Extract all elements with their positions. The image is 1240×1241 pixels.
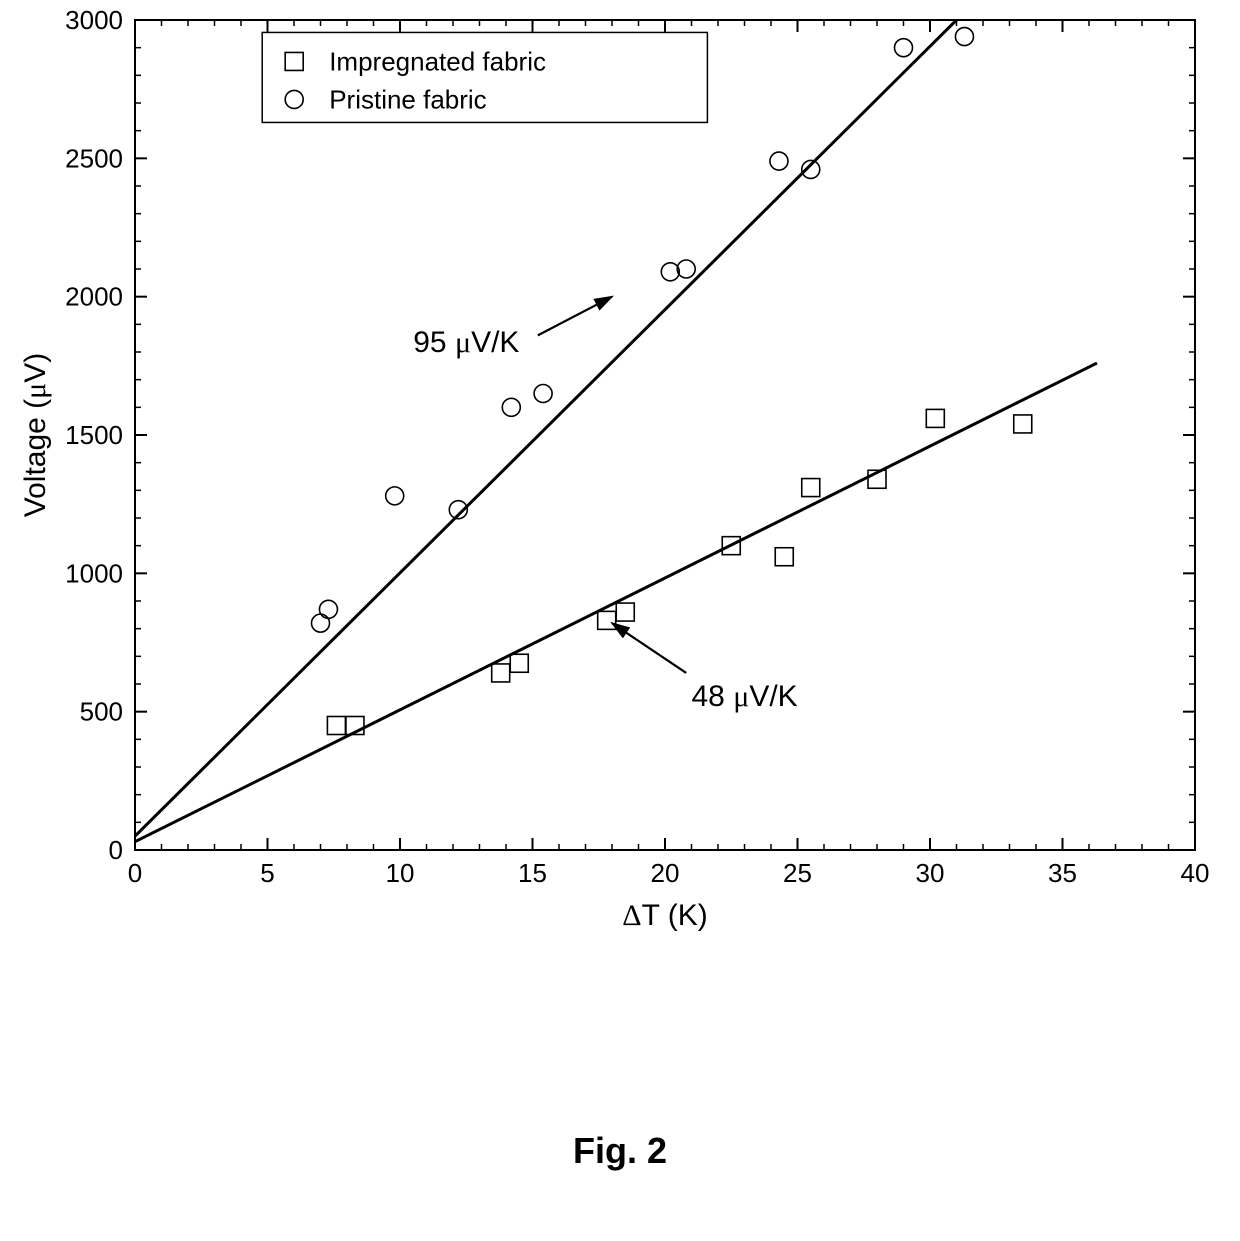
- data-point-impregnated: [327, 717, 345, 735]
- data-point-impregnated: [1014, 415, 1032, 433]
- data-point-impregnated: [492, 664, 510, 682]
- y-tick-label: 1500: [65, 420, 123, 450]
- data-point-pristine: [534, 385, 552, 403]
- x-tick-label: 0: [128, 858, 142, 888]
- x-tick-label: 40: [1181, 858, 1210, 888]
- data-point-pristine: [955, 28, 973, 46]
- x-axis-label: ΔT (K): [622, 899, 707, 932]
- data-point-pristine: [677, 260, 695, 278]
- annotation-lower_slope: 48 μV/K: [692, 680, 798, 713]
- annotation-upper_slope: 95 μV/K: [413, 326, 519, 359]
- y-axis-label: Voltage (μV): [19, 353, 52, 518]
- data-point-pristine: [770, 152, 788, 170]
- data-point-pristine: [895, 39, 913, 57]
- legend-label: Pristine fabric: [329, 84, 487, 114]
- legend-label: Impregnated fabric: [329, 46, 546, 76]
- data-point-pristine: [661, 263, 679, 281]
- fit-line-pristine_fit: [135, 20, 957, 836]
- y-tick-label: 1000: [65, 558, 123, 588]
- x-tick-label: 35: [1048, 858, 1077, 888]
- data-point-impregnated: [775, 548, 793, 566]
- data-point-impregnated: [616, 603, 634, 621]
- x-tick-label: 5: [260, 858, 274, 888]
- annotation-arrow-lower_slope: [612, 623, 686, 673]
- y-tick-label: 3000: [65, 5, 123, 35]
- y-tick-label: 0: [109, 835, 123, 865]
- data-point-pristine: [319, 600, 337, 618]
- figure-container: 0 5 10 15 20 25 30 35 40 0 500 1000 1500 2000 2500 3000…: [0, 0, 1240, 1241]
- data-point-pristine: [312, 614, 330, 632]
- data-point-impregnated: [510, 654, 528, 672]
- x-tick-label: 30: [916, 858, 945, 888]
- y-tick-label: 500: [80, 697, 123, 727]
- data-point-pristine: [502, 398, 520, 416]
- data-point-impregnated: [926, 409, 944, 427]
- scatter-chart: 0 5 10 15 20 25 30 35 40 0 500 1000 1500 2000 2500 3000…: [0, 0, 1240, 1241]
- figure-caption: Fig. 2: [0, 1130, 1240, 1172]
- data-point-impregnated: [802, 479, 820, 497]
- x-tick-label: 10: [386, 858, 415, 888]
- x-tick-label: 15: [518, 858, 547, 888]
- plot-area: [135, 20, 1195, 850]
- x-tick-label: 25: [783, 858, 812, 888]
- data-point-pristine: [386, 487, 404, 505]
- y-tick-label: 2000: [65, 282, 123, 312]
- data-point-impregnated: [598, 611, 616, 629]
- annotation-arrow-upper_slope: [538, 297, 612, 336]
- x-tick-label: 20: [651, 858, 680, 888]
- y-tick-label: 2500: [65, 143, 123, 173]
